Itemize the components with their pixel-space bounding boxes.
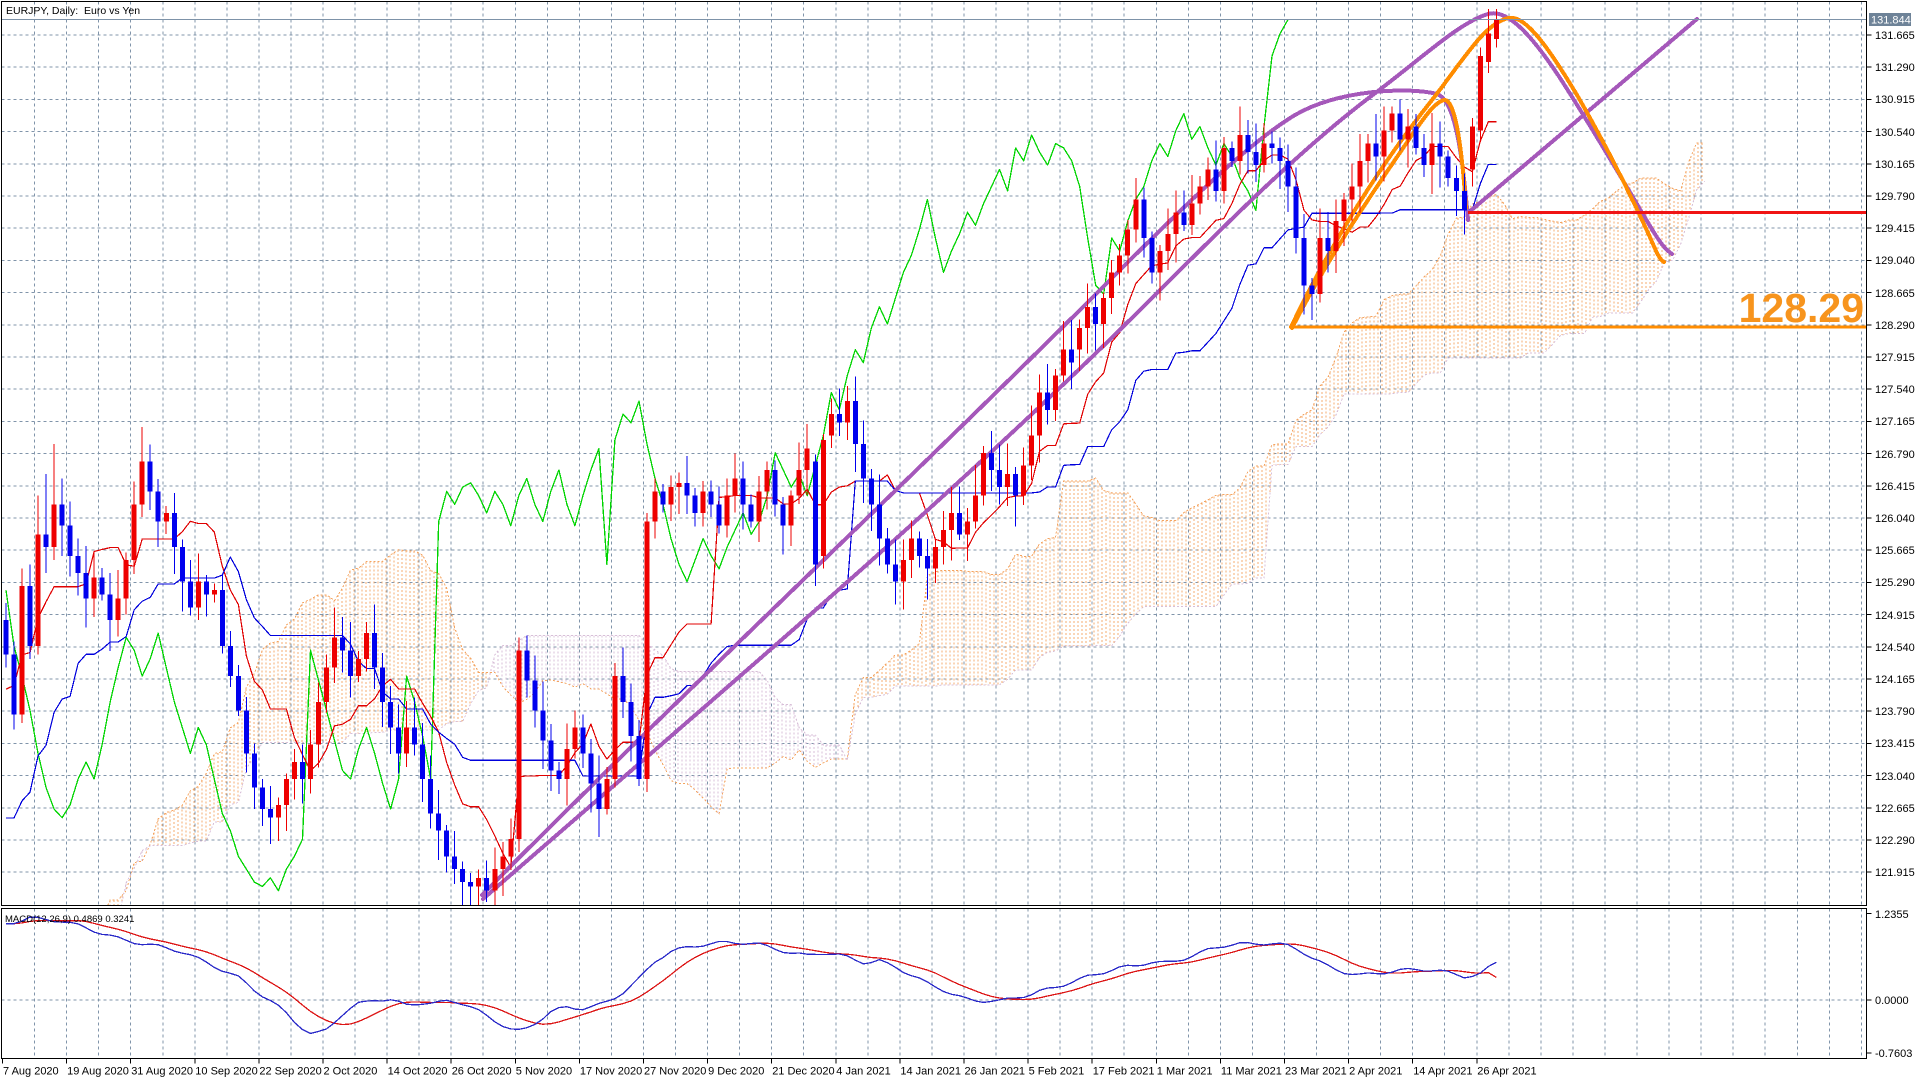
svg-text:122.290: 122.290 xyxy=(1875,835,1915,847)
svg-text:123.040: 123.040 xyxy=(1875,771,1915,783)
svg-text:21 Dec 2020: 21 Dec 2020 xyxy=(772,1066,834,1078)
svg-text:31 Aug 2020: 31 Aug 2020 xyxy=(131,1066,193,1078)
svg-text:14 Apr 2021: 14 Apr 2021 xyxy=(1413,1066,1472,1078)
svg-text:127.540: 127.540 xyxy=(1875,384,1915,396)
svg-text:131.844: 131.844 xyxy=(1871,15,1911,27)
svg-text:129.415: 129.415 xyxy=(1875,223,1915,235)
svg-text:123.790: 123.790 xyxy=(1875,706,1915,718)
svg-text:126.415: 126.415 xyxy=(1875,481,1915,493)
svg-text:128.29: 128.29 xyxy=(1739,285,1864,331)
svg-text:131.290: 131.290 xyxy=(1875,62,1915,74)
svg-text:4 Jan 2021: 4 Jan 2021 xyxy=(836,1066,890,1078)
svg-text:MACD(12,26,9) 0.4869 0.3241: MACD(12,26,9) 0.4869 0.3241 xyxy=(5,914,134,925)
svg-text:7 Aug 2020: 7 Aug 2020 xyxy=(3,1066,59,1078)
svg-text:126.790: 126.790 xyxy=(1875,449,1915,461)
svg-text:5 Nov 2020: 5 Nov 2020 xyxy=(516,1066,572,1078)
svg-text:123.415: 123.415 xyxy=(1875,738,1915,750)
svg-text:-0.7603: -0.7603 xyxy=(1875,1048,1912,1060)
svg-text:129.040: 129.040 xyxy=(1875,255,1915,267)
svg-text:1.2355: 1.2355 xyxy=(1875,909,1909,921)
svg-text:26 Jan 2021: 26 Jan 2021 xyxy=(965,1066,1026,1078)
svg-text:17 Feb 2021: 17 Feb 2021 xyxy=(1093,1066,1155,1078)
svg-text:130.540: 130.540 xyxy=(1875,127,1915,139)
svg-text:127.915: 127.915 xyxy=(1875,352,1915,364)
svg-text:10 Sep 2020: 10 Sep 2020 xyxy=(195,1066,257,1078)
svg-text:27 Nov 2020: 27 Nov 2020 xyxy=(644,1066,706,1078)
svg-text:130.165: 130.165 xyxy=(1875,159,1915,171)
svg-text:130.915: 130.915 xyxy=(1875,94,1915,106)
svg-text:1 Mar 2021: 1 Mar 2021 xyxy=(1157,1066,1213,1078)
svg-text:124.915: 124.915 xyxy=(1875,610,1915,622)
svg-text:14 Oct 2020: 14 Oct 2020 xyxy=(388,1066,448,1078)
svg-text:128.290: 128.290 xyxy=(1875,320,1915,332)
svg-text:2 Apr 2021: 2 Apr 2021 xyxy=(1349,1066,1402,1078)
svg-text:5 Feb 2021: 5 Feb 2021 xyxy=(1029,1066,1085,1078)
svg-text:11 Mar 2021: 11 Mar 2021 xyxy=(1221,1066,1282,1078)
svg-text:14 Jan 2021: 14 Jan 2021 xyxy=(900,1066,961,1078)
svg-text:124.540: 124.540 xyxy=(1875,642,1915,654)
svg-text:EURJPY, Daily: Euro vs Yen: EURJPY, Daily: Euro vs Yen xyxy=(6,5,140,17)
svg-text:26 Apr 2021: 26 Apr 2021 xyxy=(1477,1066,1536,1078)
svg-text:128.665: 128.665 xyxy=(1875,288,1915,300)
svg-text:22 Sep 2020: 22 Sep 2020 xyxy=(259,1066,321,1078)
svg-text:126.040: 126.040 xyxy=(1875,513,1915,525)
svg-text:26 Oct 2020: 26 Oct 2020 xyxy=(452,1066,512,1078)
svg-text:127.165: 127.165 xyxy=(1875,416,1915,428)
svg-text:0.0000: 0.0000 xyxy=(1875,995,1909,1007)
svg-text:129.790: 129.790 xyxy=(1875,191,1915,203)
svg-text:17 Nov 2020: 17 Nov 2020 xyxy=(580,1066,642,1078)
svg-text:125.290: 125.290 xyxy=(1875,577,1915,589)
svg-text:121.915: 121.915 xyxy=(1875,867,1915,879)
svg-text:2 Oct 2020: 2 Oct 2020 xyxy=(324,1066,378,1078)
svg-text:131.665: 131.665 xyxy=(1875,30,1915,42)
svg-text:23 Mar 2021: 23 Mar 2021 xyxy=(1285,1066,1347,1078)
svg-text:9 Dec 2020: 9 Dec 2020 xyxy=(708,1066,764,1078)
svg-text:122.665: 122.665 xyxy=(1875,803,1915,815)
svg-text:125.665: 125.665 xyxy=(1875,545,1915,557)
svg-text:124.165: 124.165 xyxy=(1875,674,1915,686)
svg-text:19 Aug 2020: 19 Aug 2020 xyxy=(67,1066,129,1078)
